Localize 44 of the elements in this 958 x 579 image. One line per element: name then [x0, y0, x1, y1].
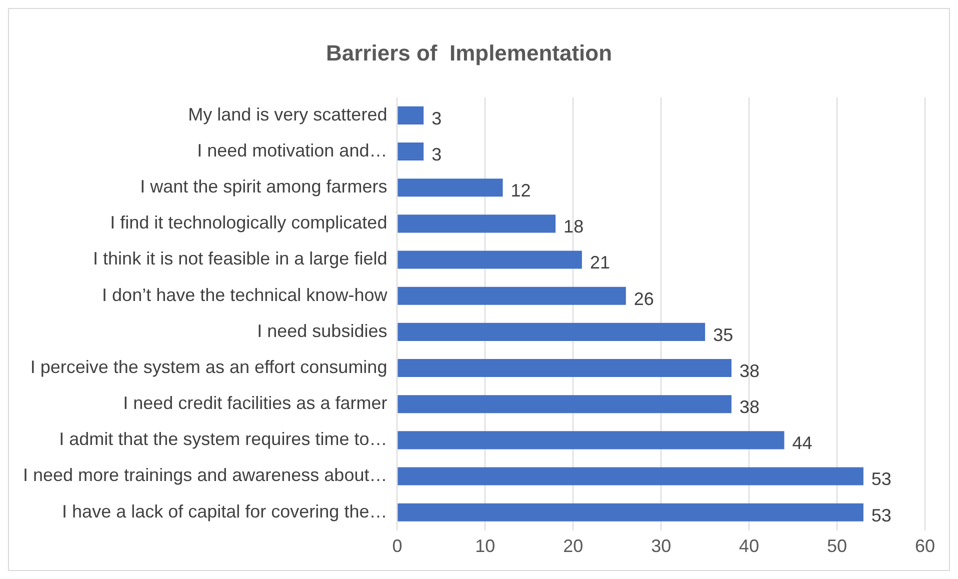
x-tick-label: 50	[827, 536, 848, 556]
data-label: 44	[792, 433, 812, 454]
bar	[398, 395, 732, 414]
x-tick-label: 0	[392, 536, 402, 556]
bar	[398, 467, 864, 486]
data-label: 38	[739, 360, 760, 381]
bar	[398, 286, 626, 305]
bar	[398, 359, 732, 378]
data-label: 3	[432, 144, 442, 164]
x-tick-label: 30	[651, 536, 672, 556]
data-label: 38	[739, 397, 760, 418]
y-tick-label: I don’t have the technical know-how	[102, 284, 388, 305]
data-label: 21	[590, 252, 610, 273]
y-tick-label: I need more trainings and awareness about…	[23, 465, 388, 486]
bar	[398, 431, 784, 450]
data-label: 12	[510, 180, 531, 201]
data-label: 35	[713, 324, 734, 345]
y-tick-label: My land is very scattered	[188, 104, 388, 124]
bar	[398, 250, 582, 269]
x-tick-label: 20	[563, 536, 584, 556]
y-tick-label: I have a lack of capital for covering the…	[62, 501, 388, 522]
data-label: 18	[564, 216, 584, 237]
y-tick-label: I find it technologically complicated	[110, 212, 388, 233]
data-label: 53	[871, 469, 892, 490]
y-tick-label: I think it is not feasible in a large field	[93, 248, 388, 269]
y-tick-label: I perceive the system as an effort consuming	[30, 356, 388, 377]
chart-title: Barriers of Implementation	[326, 40, 612, 66]
bar	[398, 178, 503, 197]
data-label: 26	[634, 288, 654, 309]
bar	[398, 142, 424, 161]
x-tick-label: 10	[475, 536, 496, 556]
y-tick-label: I admit that the system requires time to…	[59, 429, 388, 450]
bar	[398, 322, 706, 341]
x-tick-label: 40	[739, 536, 760, 556]
data-label: 53	[871, 505, 892, 526]
y-tick-label: I want the spirit among farmers	[140, 176, 388, 197]
y-tick-label: I need credit facilities as a farmer	[123, 393, 388, 414]
data-label: 3	[432, 108, 442, 128]
y-tick-label: I need subsidies	[257, 320, 388, 341]
y-tick-label: I need motivation and…	[197, 140, 388, 160]
x-tick-label: 60	[914, 536, 936, 556]
bar	[398, 106, 424, 124]
bar	[398, 503, 864, 522]
bar	[398, 214, 556, 233]
